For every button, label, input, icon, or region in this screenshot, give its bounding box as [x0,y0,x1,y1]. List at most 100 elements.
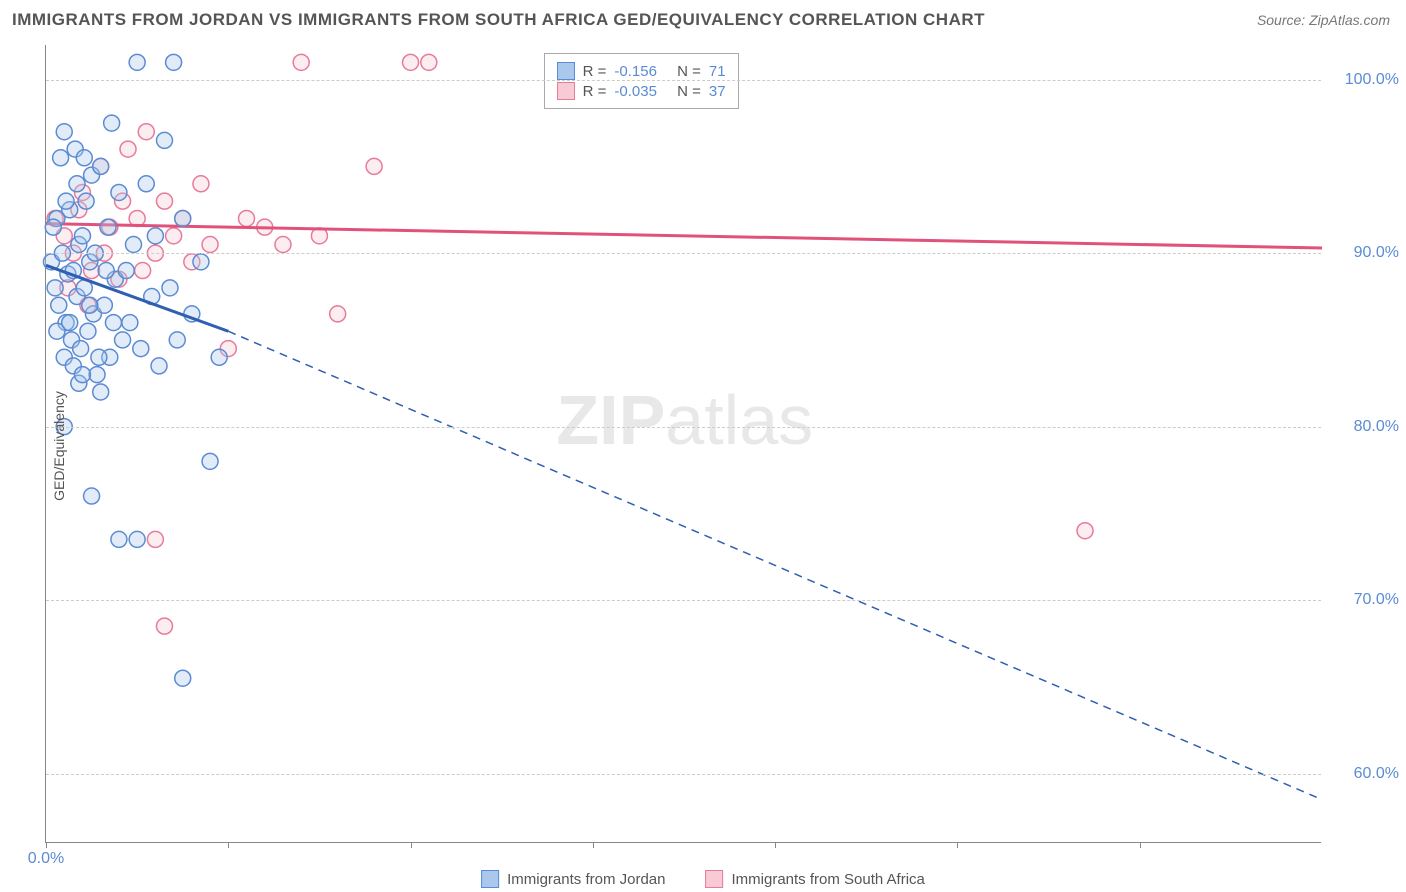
gridline [46,600,1321,601]
data-point-south-africa [1077,523,1093,539]
x-tick [228,842,229,848]
x-tick [1140,842,1141,848]
data-point-jordan [129,531,145,547]
x-tick-label: 0.0% [28,850,64,868]
data-point-jordan [111,184,127,200]
data-point-jordan [175,210,191,226]
data-point-jordan [74,367,90,383]
data-point-jordan [91,349,107,365]
swatch-south-africa [557,82,575,100]
data-point-jordan [74,228,90,244]
legend-row-south-africa: R = -0.035 N = 37 [557,82,726,100]
r-value-jordan: -0.156 [614,63,657,80]
data-point-south-africa [202,237,218,253]
n-value-south-africa: 37 [709,83,726,100]
data-point-south-africa [293,54,309,70]
data-point-jordan [100,219,116,235]
swatch-jordan [481,870,499,888]
data-point-jordan [47,280,63,296]
n-label: N = [677,63,701,80]
data-point-jordan [51,297,67,313]
data-point-south-africa [138,124,154,140]
correlation-legend: R = -0.156 N = 71 R = -0.035 N = 37 [544,53,739,109]
y-tick-label: 70.0% [1354,591,1399,609]
data-point-jordan [84,488,100,504]
data-point-south-africa [239,210,255,226]
x-tick [957,842,958,848]
data-point-south-africa [275,237,291,253]
y-axis-label: GED/Equivalency [51,391,67,501]
data-point-jordan [125,237,141,253]
data-point-jordan [138,176,154,192]
series-label-jordan: Immigrants from Jordan [507,871,665,888]
x-tick [593,842,594,848]
data-point-jordan [104,115,120,131]
data-point-jordan [56,124,72,140]
data-point-south-africa [330,306,346,322]
trend-line-dashed-jordan [228,331,1322,799]
data-point-south-africa [147,531,163,547]
data-point-jordan [58,193,74,209]
data-point-jordan [82,297,98,313]
data-point-south-africa [421,54,437,70]
legend-row-jordan: R = -0.156 N = 71 [557,62,726,80]
data-point-jordan [98,263,114,279]
legend-item-jordan: Immigrants from Jordan [481,870,665,888]
data-point-jordan [151,358,167,374]
y-tick-label: 60.0% [1354,765,1399,783]
data-point-jordan [193,254,209,270]
plot-area: ZIPatlas R = -0.156 N = 71 R = -0.035 N … [45,45,1321,843]
data-point-south-africa [135,263,151,279]
x-tick [775,842,776,848]
data-point-jordan [162,280,178,296]
r-label: R = [583,63,607,80]
data-point-jordan [166,54,182,70]
y-tick-label: 90.0% [1354,244,1399,262]
data-point-jordan [175,670,191,686]
data-point-south-africa [156,193,172,209]
data-point-jordan [96,297,112,313]
data-point-jordan [211,349,227,365]
data-point-jordan [73,341,89,357]
r-label: R = [583,83,607,100]
data-point-jordan [45,219,61,235]
trend-line-south-africa [46,224,1322,248]
data-point-jordan [76,150,92,166]
r-value-south-africa: -0.035 [614,83,657,100]
n-label: N = [677,83,701,100]
gridline [46,427,1321,428]
x-tick [46,842,47,848]
gridline [46,80,1321,81]
series-label-south-africa: Immigrants from South Africa [731,871,924,888]
legend-item-south-africa: Immigrants from South Africa [705,870,924,888]
data-point-jordan [169,332,185,348]
chart-title: IMMIGRANTS FROM JORDAN VS IMMIGRANTS FRO… [12,10,985,30]
data-point-south-africa [193,176,209,192]
data-point-jordan [115,332,131,348]
data-point-jordan [69,176,85,192]
data-point-jordan [53,150,69,166]
y-tick-label: 100.0% [1345,71,1399,89]
swatch-south-africa [705,870,723,888]
series-legend: Immigrants from Jordan Immigrants from S… [481,870,925,888]
data-point-jordan [202,453,218,469]
scatter-svg [46,45,1322,843]
data-point-jordan [89,367,105,383]
data-point-jordan [93,384,109,400]
swatch-jordan [557,62,575,80]
source-credit: Source: ZipAtlas.com [1257,12,1390,28]
data-point-south-africa [403,54,419,70]
data-point-south-africa [166,228,182,244]
data-point-jordan [129,54,145,70]
data-point-jordan [111,531,127,547]
data-point-jordan [122,315,138,331]
x-tick [411,842,412,848]
gridline [46,253,1321,254]
data-point-jordan [156,132,172,148]
data-point-jordan [118,263,134,279]
data-point-south-africa [156,618,172,634]
data-point-jordan [147,228,163,244]
data-point-jordan [78,193,94,209]
data-point-south-africa [120,141,136,157]
y-tick-label: 80.0% [1354,418,1399,436]
